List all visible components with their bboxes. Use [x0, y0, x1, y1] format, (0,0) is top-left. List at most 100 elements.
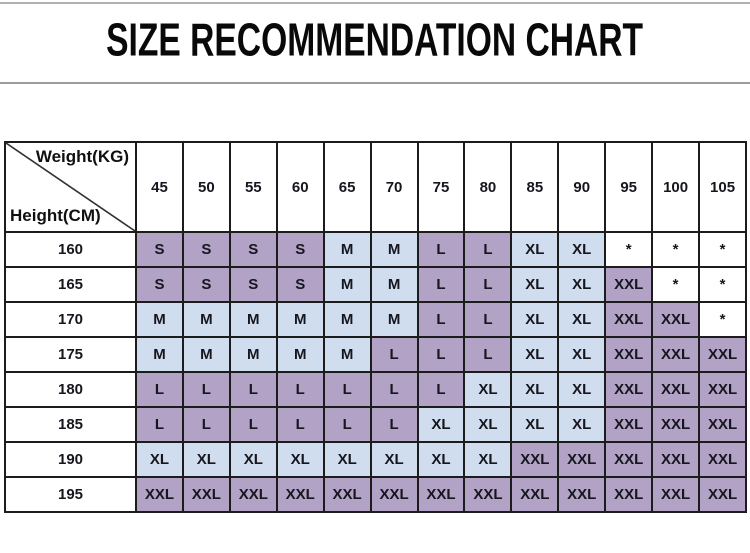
size-cell: L — [135, 371, 184, 408]
table-row: 175 M M M M M L L L XL XL XXL XXL XXL — [4, 336, 747, 373]
size-cell: XXL — [698, 406, 747, 443]
height-label-cell: 175 — [4, 336, 137, 373]
size-recommendation-table: Weight(KG) Height(CM) 45 50 55 60 65 70 75 80 85… — [4, 141, 747, 513]
size-cell: XXL — [557, 441, 607, 478]
size-cell: XL — [181, 441, 231, 478]
size-cell: XXL — [604, 476, 654, 513]
weight-axis-label: Weight(KG) — [35, 147, 129, 166]
size-cell: XXL — [651, 441, 701, 478]
size-cell: XXL — [651, 336, 701, 373]
size-cell: XXL — [604, 441, 654, 478]
size-cell: M — [135, 336, 184, 373]
table-row: 170 M M M M M M L L XL XL XXL XXL * — [4, 301, 747, 338]
size-cell: XL — [510, 231, 560, 268]
size-cell: XL — [228, 441, 278, 478]
size-cell: XXL — [510, 441, 560, 478]
height-label-cell: 195 — [4, 476, 137, 513]
size-cell: XL — [510, 371, 560, 408]
size-cell: L — [463, 336, 513, 373]
weight-header-cell: 50 — [181, 141, 231, 233]
height-label-cell: 170 — [4, 301, 137, 338]
weight-header-cell: 80 — [463, 141, 513, 233]
size-cell: L — [135, 406, 184, 443]
size-cell: XL — [416, 406, 466, 443]
weight-header-cell: 45 — [135, 141, 184, 233]
size-cell: L — [181, 406, 231, 443]
size-cell: XL — [510, 336, 560, 373]
size-cell: M — [322, 266, 372, 303]
size-cell: L — [228, 406, 278, 443]
size-cell: XL — [510, 266, 560, 303]
size-cell: XXL — [651, 406, 701, 443]
height-label-cell: 165 — [4, 266, 137, 303]
weight-header-cell: 100 — [651, 141, 701, 233]
size-cell: S — [228, 266, 278, 303]
size-cell: L — [369, 406, 419, 443]
weight-header-cell: 105 — [698, 141, 747, 233]
size-cell: L — [463, 266, 513, 303]
size-cell: L — [416, 301, 466, 338]
size-cell: XL — [557, 336, 607, 373]
size-cell: L — [416, 266, 466, 303]
height-label-cell: 180 — [4, 371, 137, 408]
size-cell: XXL — [228, 476, 278, 513]
size-cell: XL — [463, 441, 513, 478]
size-cell: L — [369, 336, 419, 373]
size-cell: L — [181, 371, 231, 408]
table-row: 190 XL XL XL XL XL XL XL XL XXL XXL XXL XXL XXL — [4, 441, 747, 478]
weight-header-cell: 75 — [416, 141, 466, 233]
size-cell: XXL — [416, 476, 466, 513]
size-cell: S — [275, 266, 325, 303]
page-title: SIZE RECOMMENDATION CHART — [0, 13, 750, 66]
size-cell: XL — [557, 301, 607, 338]
size-cell: S — [275, 231, 325, 268]
size-cell: * — [698, 301, 747, 338]
size-cell: L — [228, 371, 278, 408]
height-label-cell: 160 — [4, 231, 137, 268]
size-cell: S — [135, 231, 184, 268]
size-cell: XL — [557, 266, 607, 303]
size-cell: L — [369, 371, 419, 408]
height-label-cell: 185 — [4, 406, 137, 443]
size-cell: XXL — [369, 476, 419, 513]
size-cell: M — [369, 301, 419, 338]
size-cell: M — [369, 231, 419, 268]
size-cell: XXL — [557, 476, 607, 513]
size-cell: * — [604, 231, 654, 268]
size-cell: L — [322, 406, 372, 443]
size-cell: XXL — [651, 301, 701, 338]
height-axis-label: Height(CM) — [10, 206, 101, 225]
size-cell: XXL — [698, 371, 747, 408]
size-cell: M — [369, 266, 419, 303]
size-cell: XXL — [698, 441, 747, 478]
size-cell: * — [698, 266, 747, 303]
size-cell: L — [463, 301, 513, 338]
size-cell: M — [228, 301, 278, 338]
weight-header-cell: 85 — [510, 141, 560, 233]
size-cell: L — [463, 231, 513, 268]
size-cell: M — [275, 336, 325, 373]
height-label-cell: 190 — [4, 441, 137, 478]
size-cell: S — [181, 266, 231, 303]
table-row: 180 L L L L L L L XL XL XL XXL XXL XXL — [4, 371, 747, 408]
size-cell: XL — [416, 441, 466, 478]
size-cell: L — [416, 371, 466, 408]
size-cell: L — [416, 231, 466, 268]
corner-cell: Weight(KG) Height(CM) — [4, 141, 137, 233]
size-cell: M — [228, 336, 278, 373]
top-divider — [0, 2, 750, 4]
size-cell: XL — [135, 441, 184, 478]
size-cell: XL — [557, 231, 607, 268]
size-cell: XXL — [604, 266, 654, 303]
size-cell: XL — [322, 441, 372, 478]
weight-header-cell: 90 — [557, 141, 607, 233]
size-cell: L — [416, 336, 466, 373]
table-row: 195 XXL XXL XXL XXL XXL XXL XXL XXL XXL XXL XXL XXL X… — [4, 476, 747, 513]
size-cell: S — [135, 266, 184, 303]
size-cell: M — [275, 301, 325, 338]
page-title-text: SIZE RECOMMENDATION CHART — [106, 13, 644, 66]
size-cell: S — [228, 231, 278, 268]
size-cell: XXL — [181, 476, 231, 513]
size-cell: XXL — [651, 476, 701, 513]
